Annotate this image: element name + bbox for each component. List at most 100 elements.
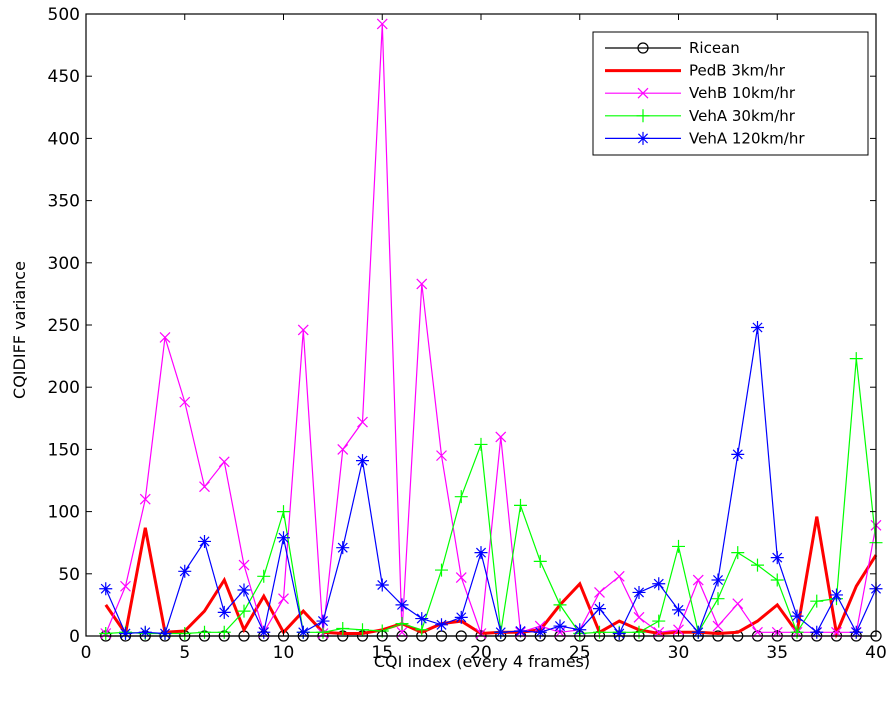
data-point (217, 625, 231, 639)
y-tick-label: 450 (48, 67, 80, 87)
data-point (732, 598, 744, 610)
y-tick-label: 0 (69, 627, 80, 647)
legend-marker (637, 87, 649, 99)
data-point (770, 551, 784, 565)
data-point (711, 592, 725, 606)
x-tick-label: 30 (668, 643, 690, 663)
data-point (179, 396, 191, 408)
data-point (455, 572, 467, 583)
data-point (356, 454, 369, 468)
data-point (198, 625, 211, 639)
data-point (395, 617, 409, 631)
x-tick-label: 35 (766, 643, 788, 663)
data-point (593, 602, 606, 616)
data-point (454, 610, 468, 624)
data-point (296, 625, 310, 639)
data-point (790, 625, 804, 639)
data-point (356, 623, 369, 637)
x-tick-label: 0 (81, 643, 92, 663)
data-point (691, 625, 705, 639)
data-point (237, 604, 251, 618)
data-point (553, 619, 567, 633)
data-point (415, 623, 429, 637)
x-tick-label: 15 (371, 643, 393, 663)
data-point (336, 622, 350, 636)
y-tick-label: 500 (48, 5, 80, 25)
data-point (119, 627, 132, 641)
legend-label: Ricean (689, 39, 740, 57)
legend-label: VehA 30km/hr (689, 107, 796, 125)
series-veha-120km-hr (99, 320, 883, 641)
data-point (673, 624, 684, 636)
data-point (416, 278, 428, 290)
data-point (790, 609, 804, 623)
data-point (712, 620, 724, 632)
legend-label: PedB 3km/hr (689, 62, 786, 80)
data-point (594, 587, 605, 598)
x-axis-label: CQI index (every 4 frames) (374, 652, 590, 671)
data-point (672, 603, 685, 617)
data-point (375, 578, 389, 592)
data-point (672, 539, 685, 553)
legend-item: VehA 120km/hr (605, 129, 805, 147)
data-point (849, 352, 863, 366)
data-point (711, 573, 725, 587)
data-point (198, 534, 211, 548)
series-line (105, 358, 877, 635)
data-point (297, 324, 309, 336)
x-tick-label: 25 (569, 643, 591, 663)
data-point (159, 332, 171, 343)
data-point (652, 614, 666, 628)
data-point (454, 490, 468, 504)
x-tick-label: 10 (273, 643, 295, 663)
data-point (336, 541, 350, 555)
data-point (316, 614, 330, 628)
data-point (613, 570, 625, 582)
legend-item: VehA 30km/hr (605, 107, 796, 125)
data-point (435, 618, 448, 632)
data-point (633, 611, 645, 623)
series-line (105, 327, 877, 635)
data-point (257, 625, 271, 639)
data-point (830, 588, 843, 602)
x-tick-label: 40 (865, 643, 887, 663)
data-point (573, 623, 587, 637)
data-point (158, 627, 172, 641)
data-point (533, 625, 547, 639)
data-point (810, 625, 824, 639)
legend-label: VehB 10km/hr (689, 84, 796, 102)
data-point (751, 320, 764, 334)
data-point (474, 546, 488, 560)
data-point (731, 447, 745, 461)
data-point (593, 625, 606, 639)
data-point (553, 598, 567, 612)
data-point (395, 598, 409, 612)
data-point (238, 559, 250, 571)
data-point (376, 18, 388, 30)
data-point (849, 625, 863, 639)
data-point (495, 431, 507, 443)
legend-marker (637, 42, 649, 54)
data-point (139, 493, 151, 505)
data-point (612, 627, 626, 641)
data-point (218, 456, 230, 468)
data-point (99, 582, 113, 596)
data-point (178, 564, 192, 578)
data-point (632, 625, 646, 639)
series-line (104, 516, 878, 639)
data-point (770, 573, 784, 587)
data-point (533, 554, 547, 568)
y-tick-label: 150 (48, 440, 80, 460)
data-point (120, 580, 131, 592)
data-point (474, 437, 488, 451)
y-tick-label: 300 (48, 254, 80, 274)
axis-layer: 0 5 10 15 20 25 30 35 40050100150200250300350400… (48, 5, 887, 663)
y-tick-label: 100 (48, 503, 80, 523)
y-axis-label: CQIDIFF variance (10, 261, 29, 399)
y-tick-label: 50 (58, 565, 80, 585)
data-point (337, 443, 349, 455)
legend-marker (636, 109, 650, 123)
data-point (514, 498, 527, 512)
data-point (217, 605, 231, 619)
